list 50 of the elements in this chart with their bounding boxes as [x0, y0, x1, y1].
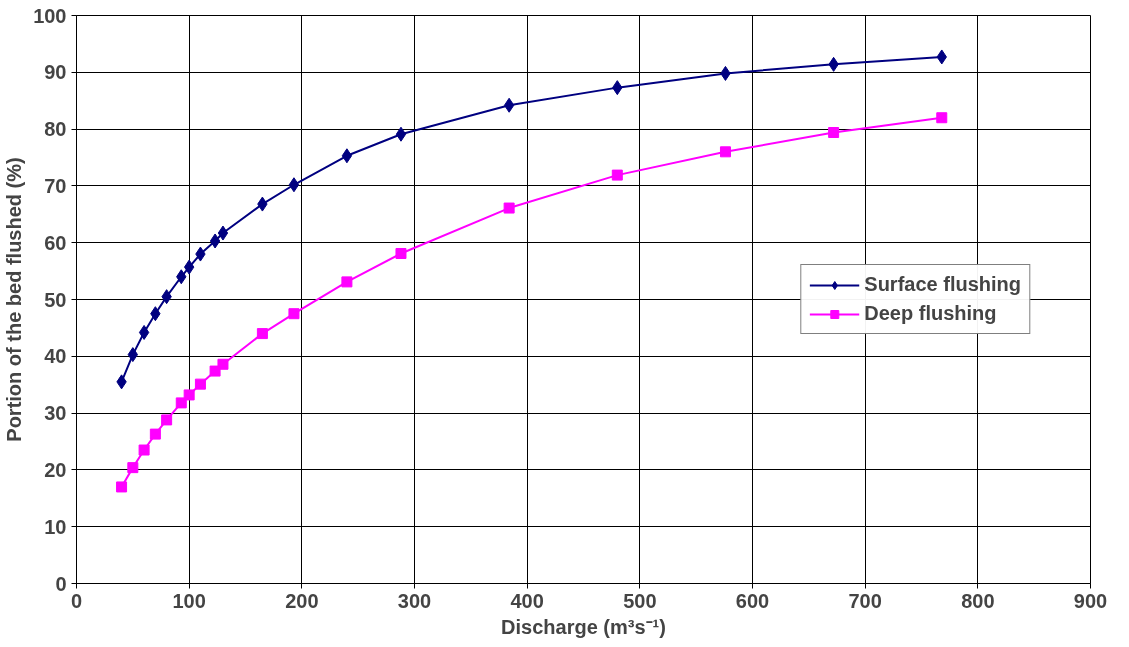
y-tick-label: 70 — [44, 174, 67, 197]
y-tick-label: 50 — [44, 288, 67, 311]
y-tick-label: 20 — [44, 458, 67, 481]
point — [395, 126, 407, 142]
point — [341, 276, 353, 288]
point — [503, 97, 515, 113]
point — [288, 308, 300, 320]
legend-label: Deep flushing — [864, 302, 997, 325]
point — [611, 169, 623, 181]
y-tick-label: 60 — [44, 231, 67, 254]
point — [194, 378, 206, 390]
x-tick-label: 600 — [735, 589, 770, 612]
y-tick-label: 0 — [55, 572, 67, 595]
point — [149, 428, 161, 440]
y-tick-label: 10 — [44, 515, 67, 538]
x-tick-label: 900 — [1073, 589, 1108, 612]
y-tick-label: 40 — [44, 345, 67, 368]
point — [161, 414, 173, 426]
point — [138, 324, 150, 340]
y-tick-label: 80 — [44, 118, 67, 141]
x-tick-label: 700 — [848, 589, 882, 612]
point — [395, 247, 407, 259]
x-tick-label: 200 — [285, 589, 319, 612]
point — [175, 397, 187, 409]
x-tick-label: 0 — [70, 589, 83, 612]
point — [719, 146, 731, 158]
point — [183, 389, 195, 401]
point — [209, 233, 221, 249]
x-tick-label: 300 — [397, 589, 432, 612]
y-tick-label: 30 — [44, 402, 67, 425]
x-tick-label: 100 — [172, 589, 206, 612]
x-tick-label: 500 — [623, 589, 657, 612]
x-tick-label: 800 — [961, 589, 995, 612]
y-tick-label: 100 — [33, 4, 67, 27]
point — [127, 462, 139, 474]
point — [288, 177, 300, 193]
point — [828, 127, 840, 139]
point — [116, 481, 128, 493]
y-tick-label: 90 — [44, 61, 67, 84]
legend-label: Surface flushing — [864, 273, 1021, 296]
point — [256, 328, 268, 340]
point — [503, 202, 515, 214]
point — [936, 112, 948, 124]
x-tick-label: 400 — [510, 589, 544, 612]
point — [217, 358, 229, 370]
point — [341, 148, 353, 164]
point — [217, 225, 229, 241]
point — [138, 444, 150, 456]
x-axis-title: Discharge (m³s⁻¹) — [501, 615, 666, 638]
y-axis-title: Portion of the bed flushed (%) — [3, 157, 26, 442]
